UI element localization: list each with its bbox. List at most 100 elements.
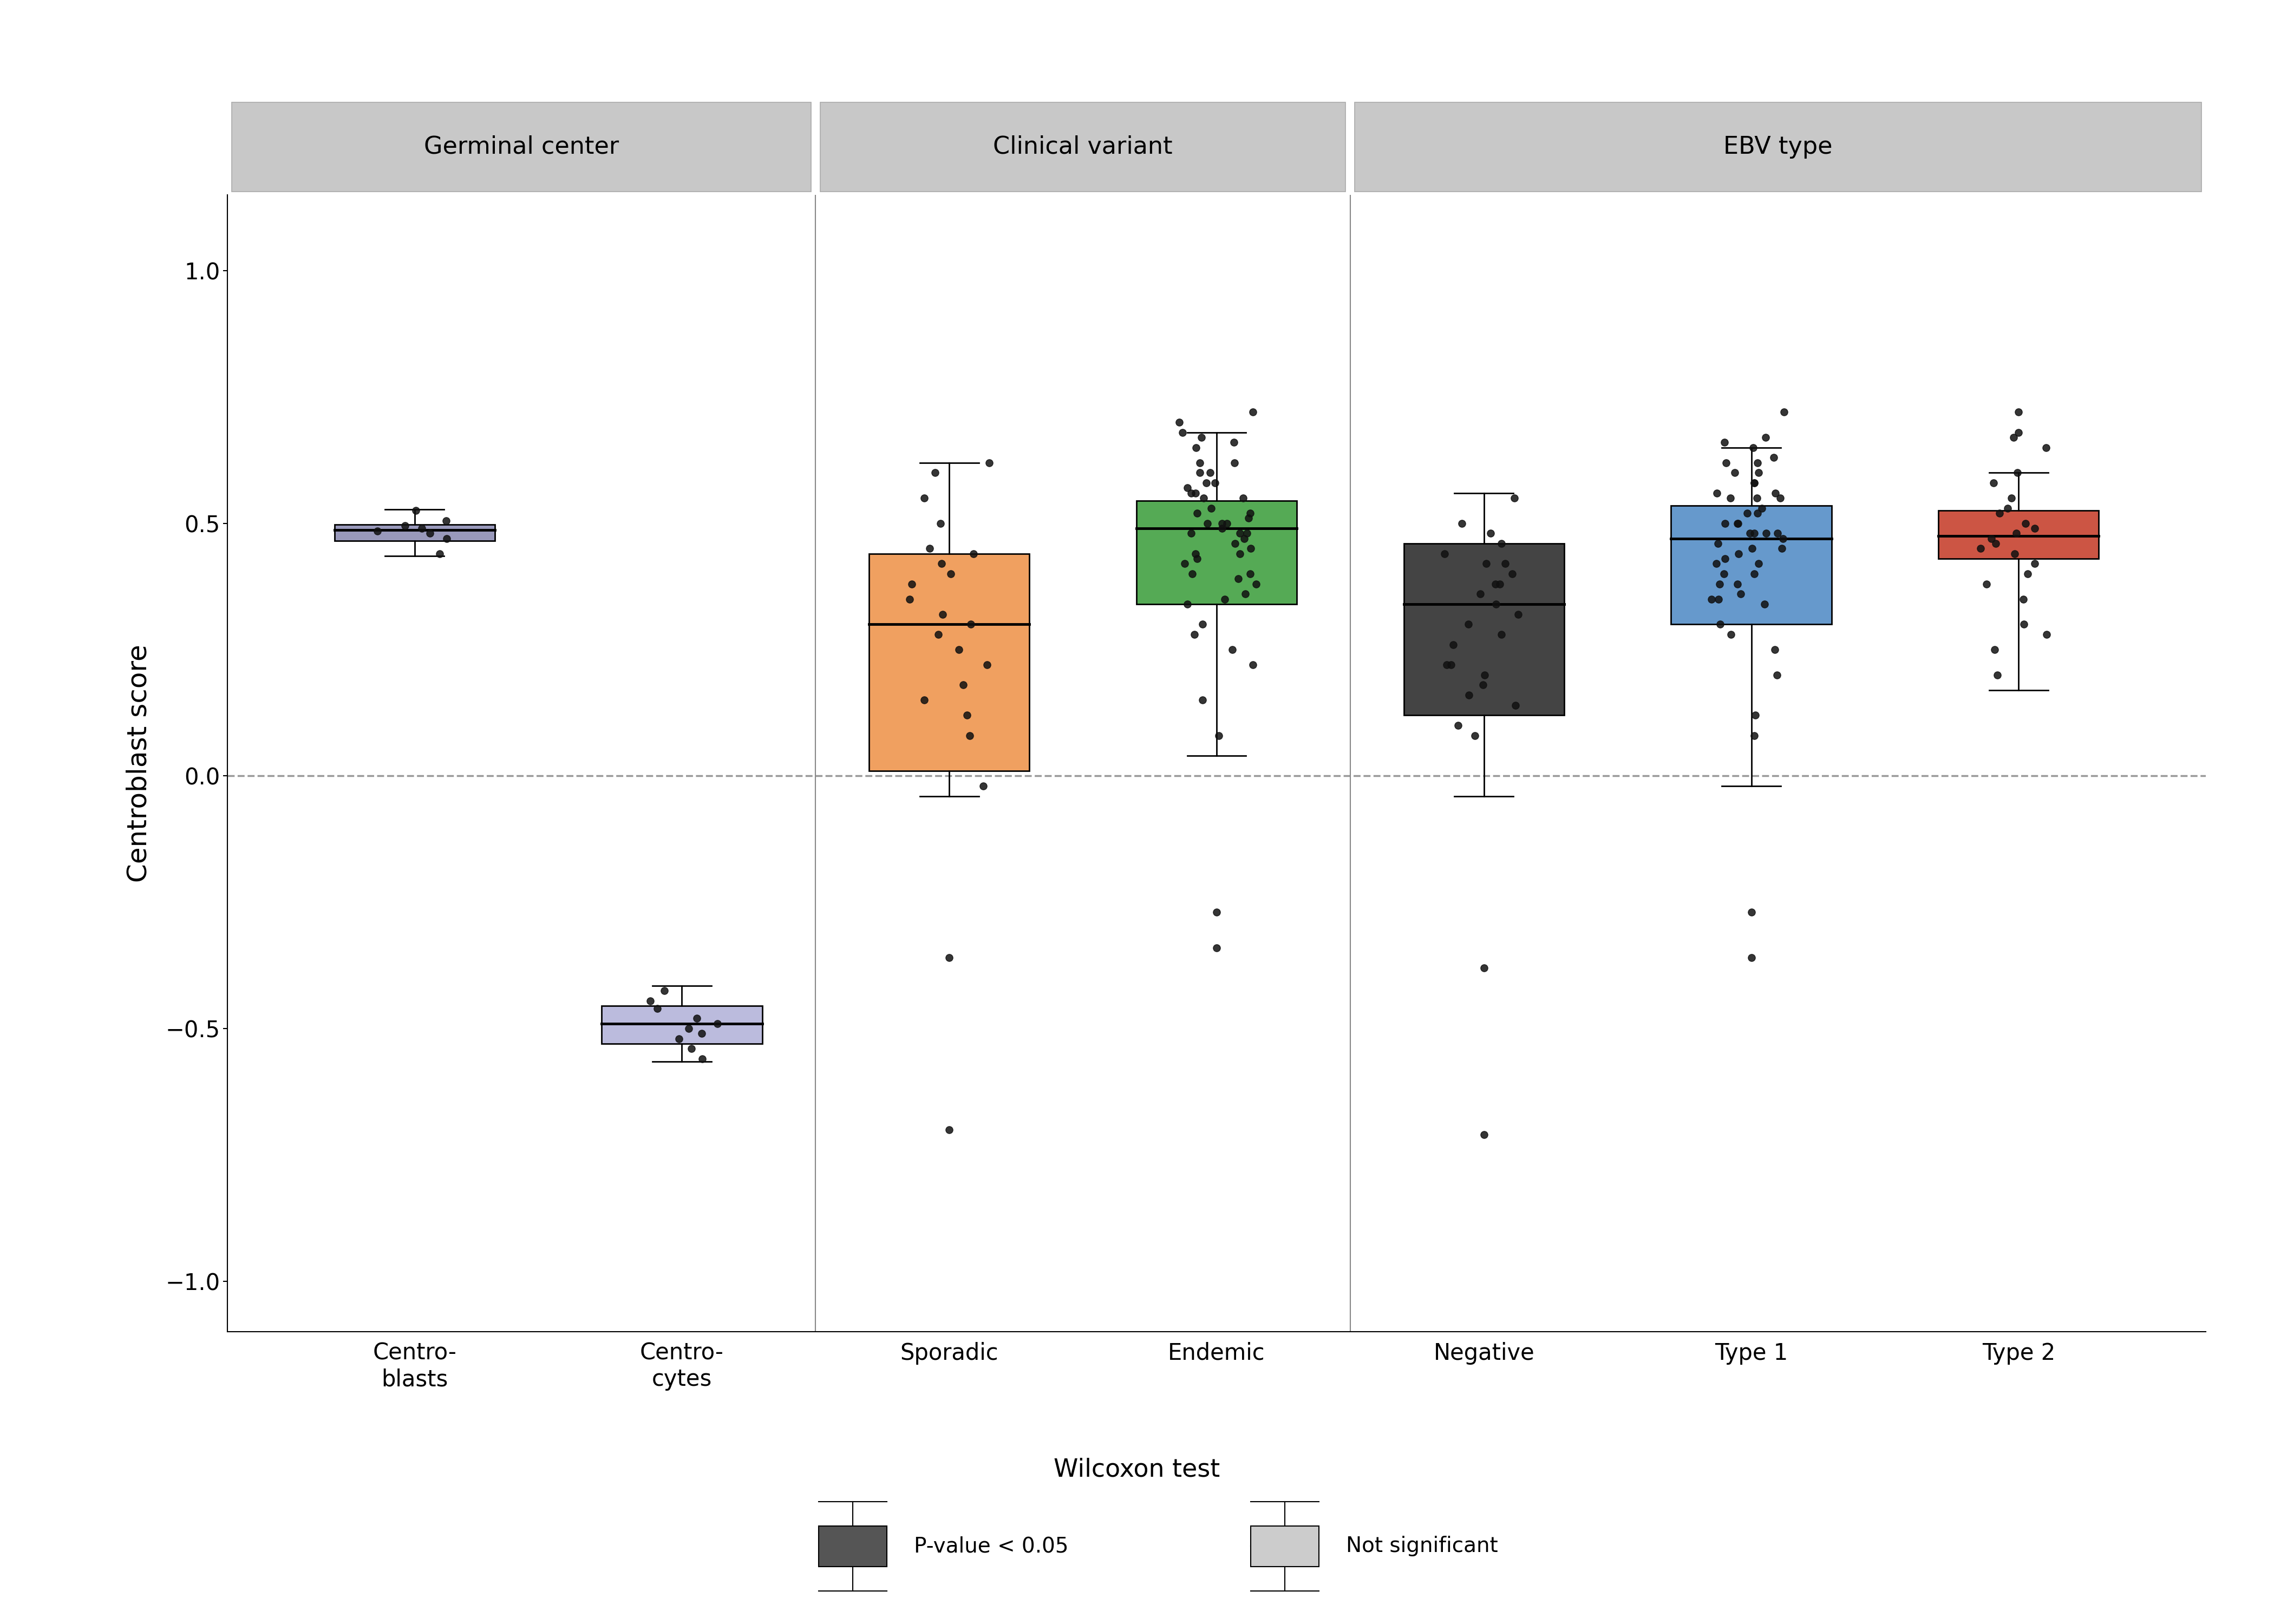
Point [1433, 651, 1469, 677]
Point [932, 560, 969, 586]
Point [1978, 663, 2015, 689]
Point [1196, 469, 1233, 495]
Point [912, 536, 948, 562]
Point [969, 651, 1005, 677]
Point [1451, 682, 1487, 708]
Point [1758, 481, 1794, 507]
Point [1728, 500, 1765, 526]
Bar [869, 554, 1030, 771]
Point [1478, 572, 1514, 598]
Point [1767, 400, 1803, 425]
Point [1478, 591, 1514, 617]
Point [1719, 510, 1756, 536]
Point [1226, 526, 1262, 552]
Point [1173, 520, 1210, 546]
Point [1217, 429, 1253, 455]
Text: Negative: Negative [1433, 1341, 1535, 1364]
Point [1458, 723, 1494, 749]
Point [1501, 601, 1537, 627]
Point [1483, 622, 1519, 648]
Bar [1671, 505, 1831, 624]
Point [1189, 510, 1226, 536]
Point [1976, 637, 2012, 663]
Point [1235, 400, 1271, 425]
Point [387, 513, 423, 539]
Point [428, 526, 464, 552]
Text: P-value < 0.05: P-value < 0.05 [914, 1536, 1069, 1556]
Point [2028, 622, 2065, 648]
Point [1758, 637, 1794, 663]
Point [1712, 622, 1749, 648]
Point [1469, 551, 1505, 577]
Point [905, 486, 941, 512]
Point [1226, 486, 1262, 512]
Point [1740, 486, 1776, 512]
Point [2010, 560, 2047, 586]
Point [1451, 611, 1487, 637]
Point [1758, 663, 1794, 689]
Point [941, 637, 978, 663]
Point [1182, 450, 1219, 476]
Bar [1403, 544, 1565, 715]
Point [1185, 687, 1221, 713]
Point [1494, 560, 1530, 586]
Point [1974, 526, 2010, 552]
Text: Clinical variant: Clinical variant [994, 135, 1173, 159]
Point [402, 515, 439, 541]
Point [1735, 469, 1771, 495]
Point [1230, 505, 1267, 531]
Point [1207, 586, 1244, 612]
Point [923, 510, 960, 536]
Point [1708, 450, 1744, 476]
Text: Not significant: Not significant [1346, 1536, 1499, 1556]
Point [1471, 520, 1508, 546]
Point [1221, 541, 1258, 567]
Point [1701, 611, 1737, 637]
Point [1462, 581, 1499, 607]
Point [1701, 572, 1737, 598]
Point [1173, 560, 1210, 586]
Point [1483, 531, 1519, 557]
Point [1990, 495, 2026, 521]
Point [632, 987, 669, 1013]
Point [1699, 531, 1735, 557]
Point [1178, 500, 1214, 526]
Point [1765, 526, 1801, 552]
Point [1178, 481, 1214, 507]
Point [359, 518, 396, 544]
Point [1464, 672, 1501, 698]
Point [891, 586, 928, 612]
Point [671, 1015, 707, 1041]
Point [1228, 520, 1264, 546]
Point [1999, 460, 2035, 486]
Point [700, 1010, 737, 1036]
Text: Sporadic: Sporadic [901, 1341, 998, 1364]
Point [1717, 460, 1753, 486]
Point [1997, 541, 2033, 567]
Point [684, 1046, 721, 1072]
Point [926, 601, 962, 627]
Point [412, 520, 448, 546]
Point [1746, 591, 1783, 617]
Bar [334, 525, 496, 541]
Point [1969, 572, 2006, 598]
Point [646, 978, 682, 1004]
Point [1169, 474, 1205, 500]
Point [1203, 515, 1239, 541]
Point [1735, 469, 1771, 495]
Bar [1937, 510, 2099, 559]
Point [1735, 560, 1771, 586]
Point [955, 541, 991, 567]
Point [1214, 637, 1251, 663]
Point [2001, 419, 2038, 445]
Point [971, 450, 1007, 476]
Point [1735, 723, 1771, 749]
Point [1194, 495, 1230, 521]
Point [1740, 551, 1776, 577]
Point [905, 687, 941, 713]
Point [398, 497, 434, 523]
Point [1444, 510, 1480, 536]
Point [1706, 560, 1742, 586]
Point [1173, 481, 1210, 507]
Point [428, 508, 464, 534]
